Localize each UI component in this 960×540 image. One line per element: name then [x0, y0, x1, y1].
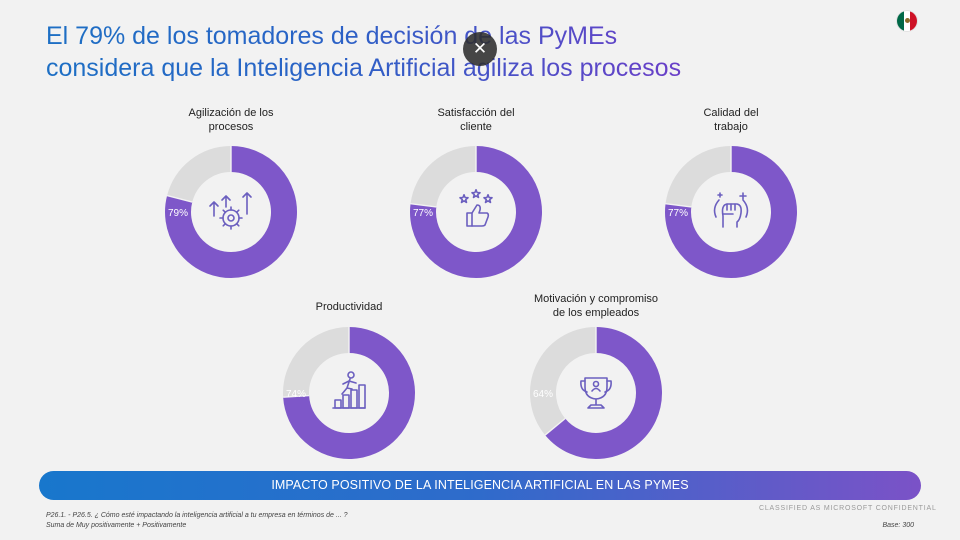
- raised-fist-icon: [713, 192, 749, 228]
- chart-title: Productividad: [316, 301, 383, 313]
- donut-value-slice: [545, 327, 662, 459]
- value-label: 64%: [533, 389, 553, 400]
- chart-title-line-2: procesos: [209, 121, 254, 133]
- chart-title-line-2: de los empleados: [553, 307, 640, 319]
- chart-title: Satisfacción del: [437, 107, 514, 119]
- donut-charts: Agilización de los procesos 79% Satisfacció…: [165, 107, 797, 459]
- trophy-icon: [580, 377, 612, 409]
- value-label: 79%: [168, 208, 188, 219]
- chart-title: Agilización de los: [189, 107, 274, 119]
- donut-value-slice: [410, 146, 542, 278]
- gear-arrows-icon: [209, 192, 252, 230]
- footnote: P26.1. - P26.5. ¿ Cómo esté impactando l…: [46, 511, 348, 531]
- footnote-question: P26.1. - P26.5. ¿ Cómo esté impactando l…: [46, 512, 348, 519]
- footnote-base-definition: Suma de Muy positivamente + Positivament…: [46, 522, 187, 529]
- donut-remainder-slice: [410, 146, 477, 208]
- impact-banner: IMPACTO POSITIVO DE LA INTELIGENCIA ARTI…: [39, 471, 921, 500]
- slice-separator: [166, 194, 193, 203]
- donut-chart: Productividad 74%: [283, 301, 415, 459]
- chart-title: Motivación y compromiso: [534, 293, 658, 305]
- close-button[interactable]: ✕: [463, 32, 497, 66]
- donut-chart: Calidad del trabajo 77%: [665, 107, 797, 278]
- base-size: Base: 300: [882, 522, 914, 529]
- thumbs-up-stars-icon: [459, 189, 493, 227]
- classification-label: CLASSIFIED AS MICROSOFT CONFIDENTIAL: [759, 505, 937, 512]
- chart-title-line-2: cliente: [460, 121, 492, 133]
- donut-remainder-slice: [283, 327, 350, 398]
- donut-value-slice: [665, 146, 797, 278]
- value-label: 77%: [668, 208, 688, 219]
- slice-separator: [544, 417, 566, 436]
- donut-chart: Agilización de los procesos 79%: [165, 107, 297, 278]
- slice-separator: [283, 394, 310, 398]
- value-label: 77%: [413, 208, 433, 219]
- donut-value-slice: [283, 327, 415, 459]
- donut-chart: Motivación y compromiso de los empleados 6…: [530, 293, 662, 459]
- donut-remainder-slice: [530, 327, 597, 436]
- donut-value-slice: [165, 146, 297, 278]
- slice-separator: [410, 203, 437, 208]
- chart-title-line-2: trabajo: [714, 121, 748, 133]
- value-label: 74%: [286, 389, 306, 400]
- chart-title: Calidad del: [703, 107, 758, 119]
- donut-remainder-slice: [167, 146, 232, 203]
- mexico-flag-icon: [897, 11, 917, 31]
- donut-remainder-slice: [665, 146, 732, 208]
- donut-chart: Satisfacción del cliente 77%: [410, 107, 542, 278]
- slice-separator: [665, 203, 692, 208]
- person-climbing-stairs-icon: [332, 371, 366, 409]
